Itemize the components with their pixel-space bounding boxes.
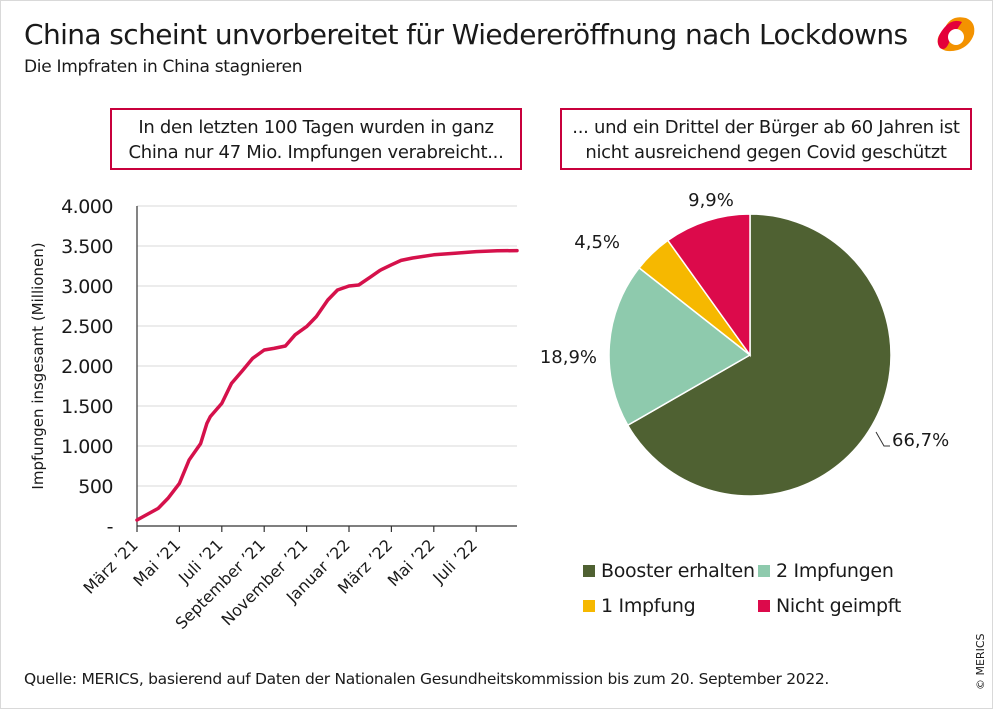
leader-line: [875, 431, 890, 447]
pie-slice-2-impfungen: [608, 266, 752, 427]
legend-label: Nicht geimpft: [776, 595, 901, 617]
pie-data-label: 66,7%: [892, 430, 949, 451]
legend-item-2-impfungen: 2 Impfungen: [758, 560, 894, 582]
y-tick-label: -: [107, 516, 113, 538]
y-tick-label: 3.000: [61, 276, 113, 298]
y-axis-label: Impfungen insgesamt (Millionen): [29, 242, 47, 489]
y-tick-label: 2.000: [61, 356, 113, 378]
chart-subtitle: Die Impfraten in China stagnieren: [24, 57, 303, 77]
pie-data-label: 18,9%: [540, 347, 597, 368]
pie-data-label: 9,9%: [688, 190, 734, 211]
chart-title: China scheint unvorbereitet für Wiederer…: [24, 18, 908, 51]
y-tick-label: 1.000: [61, 436, 113, 458]
pie-slice-nicht-geimpft: [666, 213, 751, 358]
y-tick-label: 500: [78, 476, 113, 498]
source-note: Quelle: MERICS, basierend auf Daten der …: [24, 670, 830, 688]
legend-label: 1 Impfung: [601, 595, 696, 617]
vaccination-line: [135, 248, 519, 522]
legend-label: Booster erhalten: [601, 560, 755, 582]
pie-data-label: 4,5%: [574, 232, 620, 253]
y-tick-label: 3.500: [61, 236, 113, 258]
callout-right-line-2: nicht ausreichend gegen Covid geschützt: [585, 142, 947, 163]
callout-left-line-2: China nur 47 Mio. Impfungen verabreicht.…: [128, 142, 504, 163]
y-tick-label: 1.500: [61, 396, 113, 418]
copyright: © MERICS: [974, 633, 987, 691]
legend-label: 2 Impfungen: [776, 560, 894, 582]
legend-item-nicht-geimpft: Nicht geimpft: [758, 595, 901, 617]
legend-swatch: [583, 600, 595, 612]
y-tick-label: 4.000: [61, 196, 113, 218]
callout-right-line-1: ... und ein Drittel der Bürger ab 60 Jah…: [572, 117, 960, 138]
callout-left-line-1: In den letzten 100 Tagen wurden in ganz: [138, 117, 494, 138]
legend-swatch: [758, 565, 770, 577]
callout-right: ... und ein Drittel der Bürger ab 60 Jah…: [560, 108, 972, 170]
legend-swatch: [758, 600, 770, 612]
callout-left: In den letzten 100 Tagen wurden in ganz …: [110, 108, 522, 170]
legend-item-booster: Booster erhalten: [583, 560, 755, 582]
y-tick-label: 2.500: [61, 316, 113, 338]
legend-swatch: [583, 565, 595, 577]
legend-item-1-impfung: 1 Impfung: [583, 595, 696, 617]
pie-slice-booster-erhalten: [626, 213, 892, 497]
